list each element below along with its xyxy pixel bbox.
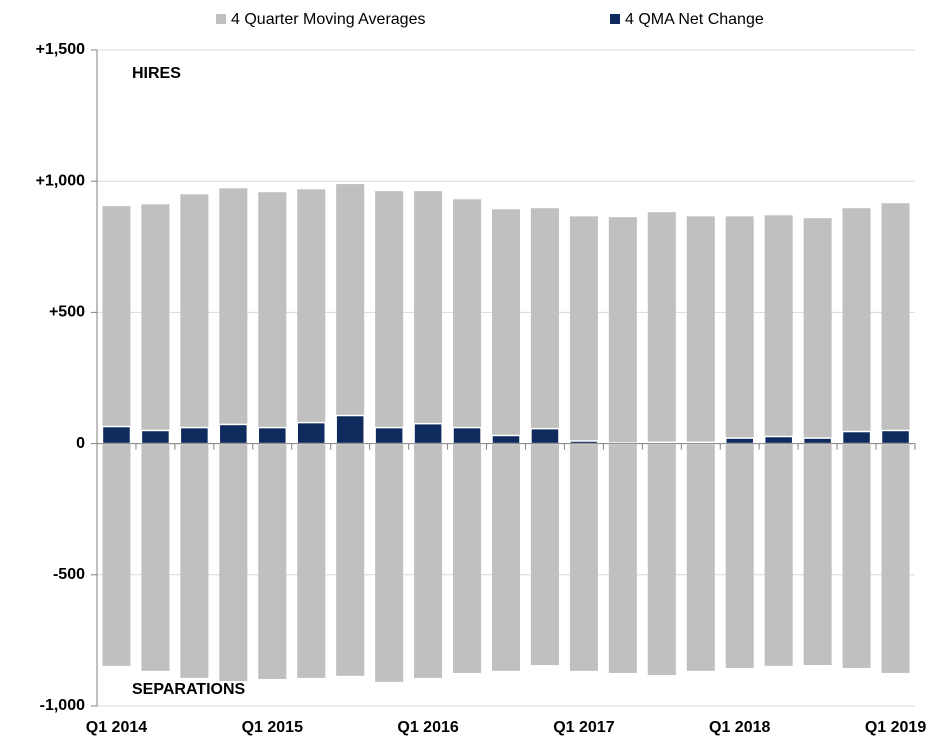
net-change-bar	[491, 434, 521, 445]
y-tick-label: -1,000	[40, 697, 85, 714]
hires-bar	[530, 208, 559, 444]
y-tick-label: -500	[53, 566, 85, 583]
y-tick-label: +1,500	[36, 41, 85, 58]
net-change-bar	[841, 430, 872, 445]
annotation: HIRES	[132, 65, 181, 82]
legend-label: 4 Quarter Moving Averages	[231, 11, 425, 28]
separations-bar	[102, 443, 131, 666]
separations-bar	[725, 443, 754, 668]
separations-bar	[375, 443, 404, 682]
separations-bar	[764, 443, 793, 666]
separations-bar	[141, 443, 170, 671]
hires-bar	[647, 212, 676, 444]
hires-bar	[219, 188, 248, 444]
net-change-bar	[335, 414, 365, 445]
separations-bar	[881, 443, 910, 673]
net-change-bar	[257, 426, 288, 445]
hires-bar	[803, 218, 832, 444]
legend-label: 4 QMA Net Change	[625, 11, 764, 28]
net-change-bar	[802, 437, 833, 445]
hires-bar	[686, 216, 715, 444]
separations-bar	[608, 443, 637, 673]
legend-swatch	[610, 14, 620, 24]
net-change-bar	[724, 437, 755, 445]
x-tick-label: Q1 2014	[86, 719, 147, 736]
separations-bar	[453, 443, 482, 673]
net-change-bar	[763, 435, 794, 445]
hires-bar	[881, 203, 910, 444]
y-tick-label: +500	[49, 304, 85, 321]
x-tick-label: Q1 2017	[553, 719, 614, 736]
x-tick-label: Q1 2018	[709, 719, 770, 736]
hires-bar	[180, 194, 209, 444]
y-tick-label: +1,000	[36, 172, 85, 189]
y-tick-label: 0	[76, 435, 85, 452]
separations-bar	[491, 443, 521, 671]
legend-swatch	[216, 14, 226, 24]
x-tick-label: Q1 2016	[397, 719, 458, 736]
separations-bar	[336, 443, 365, 676]
separations-bar	[219, 443, 248, 682]
net-change-bar	[530, 427, 560, 445]
hires-bar	[141, 204, 170, 444]
separations-bar	[258, 443, 287, 679]
net-change-bar	[218, 423, 249, 445]
hires-bar	[414, 191, 443, 444]
net-change-bar	[101, 425, 132, 445]
net-change-bar	[179, 426, 210, 445]
net-change-bar	[413, 422, 443, 445]
hires-bar	[842, 208, 871, 444]
hires-bar	[725, 216, 754, 444]
hires-bar	[258, 192, 287, 444]
separations-bar	[686, 443, 715, 671]
x-tick-label: Q1 2019	[865, 719, 926, 736]
separations-bar	[803, 443, 832, 666]
hires-bar	[453, 199, 482, 444]
hires-bar	[608, 217, 637, 444]
separations-bar	[414, 443, 443, 678]
separations-bar	[180, 443, 209, 678]
annotation: SEPARATIONS	[132, 681, 246, 698]
hires-bar	[336, 184, 365, 444]
separations-bar	[842, 443, 871, 668]
net-change-bar	[452, 426, 482, 445]
hires-bar	[569, 216, 598, 444]
hires-bar	[297, 189, 326, 444]
separations-bar	[647, 443, 676, 676]
net-change-bar	[140, 429, 171, 445]
separations-bar	[530, 443, 559, 666]
x-tick-label: Q1 2015	[242, 719, 303, 736]
net-change-bar	[296, 421, 327, 445]
hires-bar	[102, 206, 131, 444]
net-change-bar	[880, 429, 911, 445]
separations-bar	[569, 443, 598, 671]
hires-bar	[764, 215, 793, 444]
hires-bar	[491, 209, 521, 444]
net-change-bar	[374, 426, 404, 445]
separations-bar	[297, 443, 326, 678]
hires-bar	[375, 191, 404, 444]
